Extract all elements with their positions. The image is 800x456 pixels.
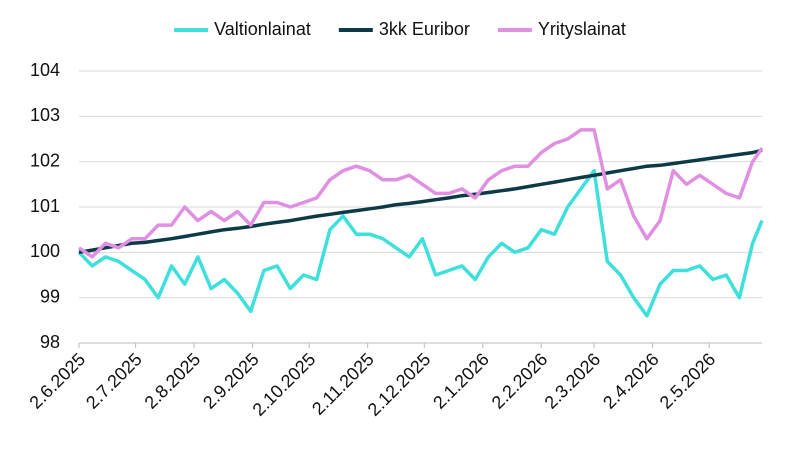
legend-label: Yrityslainat — [538, 19, 626, 39]
y-tick-label: 98 — [40, 332, 60, 352]
x-tick-label: 2.8.2025 — [141, 349, 205, 413]
series-line — [78, 148, 763, 255]
y-tick-label: 100 — [30, 241, 60, 261]
x-tick-label: 2.3.2026 — [541, 349, 605, 413]
series-line — [77, 168, 764, 318]
x-tick-label: 2.7.2025 — [82, 349, 146, 413]
y-tick-label: 103 — [30, 105, 60, 125]
y-tick-label: 101 — [30, 196, 60, 216]
x-tick-label: 2.2.2026 — [488, 349, 552, 413]
legend: Valtionlainat 3kk Euribor Yrityslainat — [174, 19, 626, 39]
y-tick-label: 99 — [40, 286, 60, 306]
legend-label: Valtionlainat — [214, 19, 311, 39]
x-tick-label: 2.1.2026 — [429, 349, 493, 413]
x-tick-label: 2.6.2025 — [25, 349, 89, 413]
x-tick-label: 2.5.2026 — [656, 349, 720, 413]
y-tick-label: 102 — [30, 150, 60, 170]
x-tick-label: 2.4.2026 — [599, 349, 663, 413]
legend-label: 3kk Euribor — [379, 19, 470, 39]
y-tick-label: 104 — [30, 60, 60, 80]
series-line — [78, 128, 764, 259]
